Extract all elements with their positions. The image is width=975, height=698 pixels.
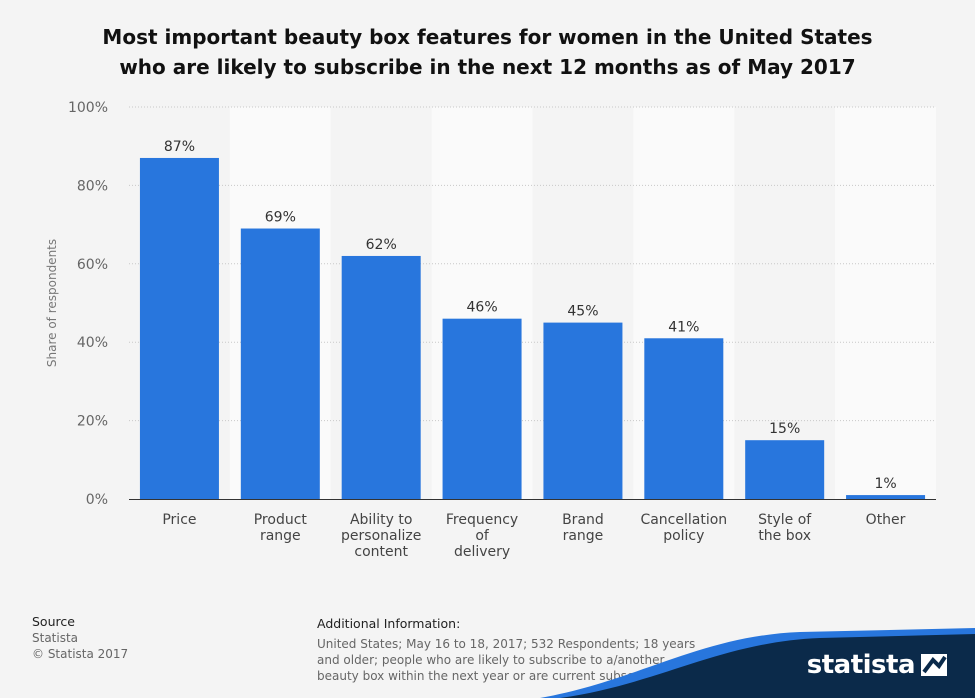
y-tick-label: 40% — [77, 335, 108, 351]
additional-info-text: United States; May 16 to 18, 2017; 532 R… — [317, 637, 696, 683]
x-tick-label: Brand — [562, 512, 604, 528]
source-block: Source Statista © Statista 2017 — [32, 614, 128, 662]
statista-logo[interactable]: statista — [807, 650, 947, 680]
bar — [543, 322, 623, 499]
y-tick-label: 20% — [77, 414, 108, 430]
data-label: 46% — [467, 300, 498, 316]
data-label: 15% — [769, 421, 800, 437]
y-axis-title: Share of respondents — [45, 239, 59, 367]
bar — [846, 495, 926, 499]
y-tick-label: 0% — [86, 492, 108, 508]
bar-chart: 0% 20% 40% 60% 80% 100% Share of respondents 87… — [45, 100, 936, 560]
data-label: 69% — [265, 210, 296, 226]
bar — [240, 228, 320, 499]
additional-info-block: Additional Information: United States; M… — [317, 616, 707, 684]
chart-title-line-1: Most important beauty box features for w… — [102, 25, 873, 49]
additional-info-heading: Additional Information: — [317, 616, 461, 631]
statista-logo-icon — [921, 654, 947, 676]
bar — [341, 255, 421, 499]
data-label: 87% — [164, 139, 195, 155]
data-label: 62% — [366, 237, 397, 253]
chart-title-line-2: who are likely to subscribe in the next … — [119, 55, 856, 79]
data-label: 1% — [874, 476, 896, 492]
x-tick-label: Style of — [758, 512, 812, 528]
x-tick-label: Frequency — [446, 512, 518, 528]
x-tick-label: Price — [162, 512, 196, 528]
data-label: 41% — [668, 319, 699, 335]
bar — [139, 157, 219, 499]
x-tick-label: Product — [254, 512, 308, 528]
bar — [745, 440, 825, 499]
x-tick-label: range — [260, 528, 301, 544]
x-tick-label: policy — [663, 528, 704, 544]
source-name[interactable]: Statista — [32, 631, 79, 645]
y-tick-label: 80% — [77, 178, 108, 194]
footer-wave — [540, 628, 975, 698]
footer-wave-dark — [560, 634, 975, 698]
bar — [644, 338, 724, 499]
source-heading: Source — [32, 614, 75, 629]
x-tick-label: range — [563, 528, 604, 544]
copyright-text: © Statista 2017 — [32, 647, 129, 661]
logo-text: statista — [806, 650, 916, 680]
x-tick-label: delivery — [454, 544, 510, 560]
data-label: 45% — [567, 304, 598, 320]
x-tick-label: the box — [758, 528, 811, 544]
chart-title: Most important beauty box features for w… — [0, 22, 975, 82]
x-tick-label: Other — [866, 512, 906, 528]
bar — [442, 318, 522, 499]
x-tick-label: personalize — [341, 528, 421, 544]
y-tick-label: 60% — [77, 257, 108, 273]
x-tick-label: of — [475, 528, 490, 544]
x-tick-label: content — [354, 544, 408, 560]
column-band — [835, 107, 936, 499]
x-tick-label: Ability to — [350, 512, 412, 528]
x-tick-label: Cancellation — [640, 512, 727, 528]
y-tick-label: 100% — [68, 100, 108, 116]
